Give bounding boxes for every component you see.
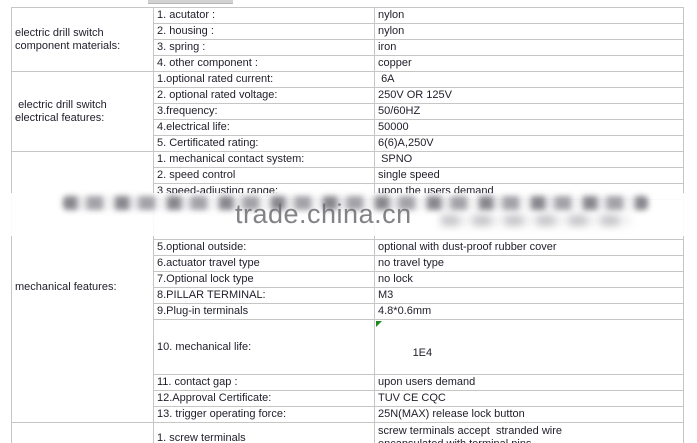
spec-value-cell: 50000 bbox=[374, 119, 684, 136]
table-row: 11. contact gap : upon users demand bbox=[12, 374, 684, 391]
spec-key-cell: 1. acutator : bbox=[153, 7, 375, 24]
spec-key-cell: 6.actuator travel type bbox=[153, 255, 375, 272]
section-label-component-materials: electric drill switch component material… bbox=[11, 7, 154, 72]
spec-key-cell: 4. other component : bbox=[153, 55, 375, 72]
spec-value-cell: upon users demand bbox=[374, 374, 684, 391]
spec-value-cell: no lock bbox=[374, 271, 684, 288]
spec-key-cell: 1. screw terminals bbox=[153, 422, 375, 443]
spec-key-cell: 3. spring : bbox=[153, 39, 375, 56]
product-spec-table: electric drill switch component material… bbox=[11, 7, 684, 443]
table-row: 3. spring : iron bbox=[12, 39, 684, 56]
spec-key-cell: 9.Plug-in terminals bbox=[153, 303, 375, 320]
table-row: installation: 1. screw terminals screw t… bbox=[11, 422, 684, 443]
spec-value-cell: 25N(MAX) release lock button bbox=[374, 406, 684, 423]
spec-key-cell: 5.optional outside: bbox=[153, 239, 375, 256]
spec-value-cell: nylon bbox=[374, 7, 684, 24]
spec-key-cell: 3.frequency: bbox=[153, 103, 375, 120]
spec-value-cell: single speed bbox=[374, 167, 684, 184]
cell-note-flag-icon bbox=[376, 321, 382, 327]
spec-key-cell: 1.optional rated current: bbox=[153, 71, 375, 88]
spec-key-cell: 2. speed control bbox=[153, 167, 375, 184]
table-row: 6.actuator travel type no travel type bbox=[12, 255, 684, 272]
table-row: 12.Approval Certificate: TUV CE CQC bbox=[12, 390, 684, 407]
spec-key-cell: 2. optional rated voltage: bbox=[153, 87, 375, 104]
spec-value-cell: M3 bbox=[374, 287, 684, 304]
spec-key-cell: 13. trigger operating force: bbox=[153, 406, 375, 423]
spec-value-cell: 250V OR 125V bbox=[374, 87, 684, 104]
spec-value-cell: iron bbox=[374, 39, 684, 56]
spec-value-cell: SPNO bbox=[374, 151, 684, 168]
table-row: 2. optional rated voltage: 250V OR 125V bbox=[12, 87, 684, 104]
spec-value-cell: 6(6)A,250V bbox=[374, 135, 684, 152]
blurred-text-smear bbox=[441, 215, 631, 226]
spec-value-cell: TUV CE CQC bbox=[374, 390, 684, 407]
watermark-overlay: trade.china.cn bbox=[11, 193, 684, 236]
table-row: 9.Plug-in terminals 4.8*0.6mm bbox=[12, 303, 684, 320]
section-label-installation: installation: bbox=[11, 422, 154, 443]
spec-value-text: 1E4 bbox=[412, 347, 433, 359]
spec-value-cell: copper bbox=[374, 55, 684, 72]
spec-key-cell: 1. mechanical contact system: bbox=[153, 151, 375, 168]
table-row: electric drill switch electrical feature… bbox=[11, 71, 684, 152]
table-row: 7.Optional lock type no lock bbox=[12, 271, 684, 288]
blurred-text-smear bbox=[63, 196, 648, 210]
spec-key-cell: 2. housing : bbox=[153, 23, 375, 40]
table-row: 2. speed control single speed bbox=[12, 167, 684, 184]
table-row: 8.PILLAR TERMINAL: M3 bbox=[12, 287, 684, 304]
spec-key-cell: 5. Certificated rating: bbox=[153, 135, 375, 152]
spec-key-cell: 7.Optional lock type bbox=[153, 271, 375, 288]
spec-value-cell: 50/60HZ bbox=[374, 103, 684, 120]
cut-off-row-fragment bbox=[148, 0, 233, 4]
table-row: 5. Certificated rating: 6(6)A,250V bbox=[12, 135, 684, 152]
spec-key-cell: 12.Approval Certificate: bbox=[153, 390, 375, 407]
table-row: 10. mechanical life: 1E4 bbox=[12, 319, 684, 375]
table-row: 4. other component : copper bbox=[12, 55, 684, 72]
spec-value-cell: optional with dust-proof rubber cover bbox=[374, 239, 684, 256]
spec-key-cell: 4.electrical life: bbox=[153, 119, 375, 136]
spec-key-cell: 10. mechanical life: bbox=[153, 319, 375, 375]
spec-value-cell: no travel type bbox=[374, 255, 684, 272]
table-row: mechanical features: 1. mechanical conta… bbox=[11, 151, 684, 423]
watermark-text: trade.china.cn bbox=[235, 199, 412, 229]
spec-value-cell: 4.8*0.6mm bbox=[374, 303, 684, 320]
spec-value-cell: 1E4 bbox=[374, 319, 684, 375]
spec-value-cell: screw terminals accept stranded wire enc… bbox=[374, 422, 684, 443]
spec-value-cell: nylon bbox=[374, 23, 684, 40]
spec-key-cell: 8.PILLAR TERMINAL: bbox=[153, 287, 375, 304]
spec-key-cell: 11. contact gap : bbox=[153, 374, 375, 391]
section-label-electrical-features: electric drill switch electrical feature… bbox=[11, 71, 154, 152]
table-row: electric drill switch component material… bbox=[11, 7, 684, 72]
spec-value-cell: 6A bbox=[374, 71, 684, 88]
table-row: 5.optional outside: optional with dust-p… bbox=[12, 239, 684, 256]
